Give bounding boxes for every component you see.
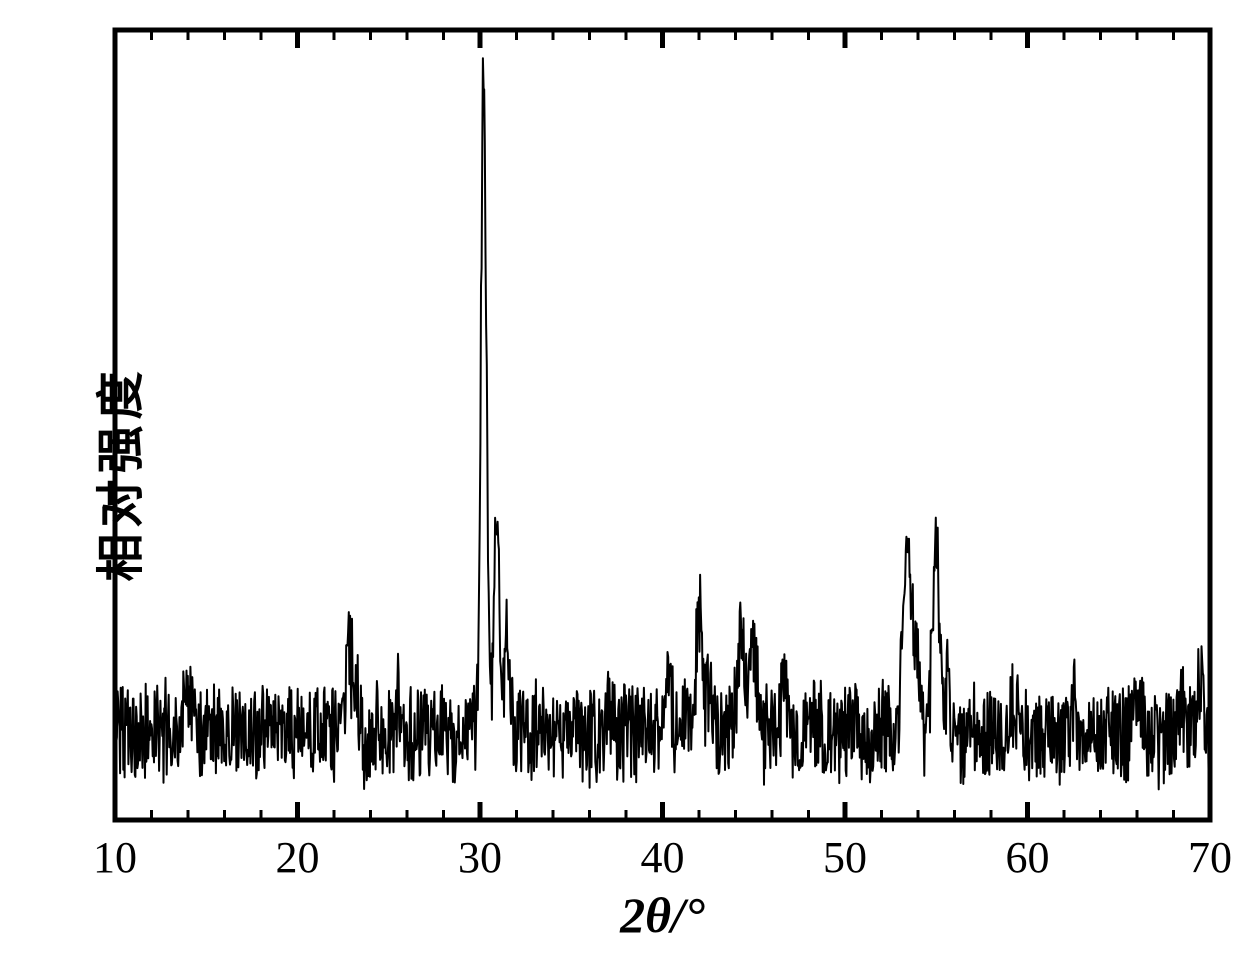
x-tick-label: 60 [1006,833,1050,882]
xrd-line-chart: 10 20 30 40 50 60 70 2θ/° [0,0,1240,954]
x-axis-label: 2θ/° [619,887,705,943]
y-axis-label: 相对强度 [81,365,151,581]
x-tick-label: 10 [93,833,137,882]
chart-container: 相对强度 10 20 30 40 50 60 70 2θ/° [0,0,1240,954]
x-tick-label: 40 [641,833,685,882]
x-tick-label: 30 [458,833,502,882]
x-tick-label: 20 [276,833,320,882]
x-tick-label: 50 [823,833,867,882]
xrd-trace [115,58,1210,789]
x-tick-label: 70 [1188,833,1232,882]
